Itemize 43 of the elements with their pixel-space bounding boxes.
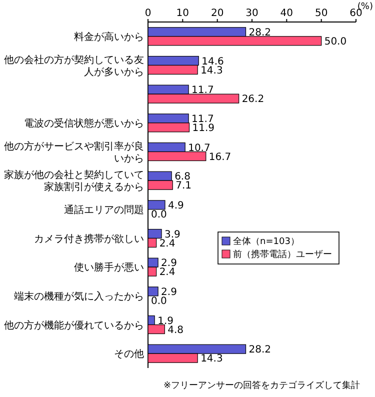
y-tick-label: カメラ付き携帯が欲しい <box>34 232 144 245</box>
data-label: 10.7 <box>188 142 210 154</box>
x-tick-label: 30 <box>246 8 258 19</box>
data-label: 11.9 <box>192 122 215 134</box>
text: ※フリーアンサーの回答をカテゴライズして集計 <box>163 380 360 391</box>
y-tick-label: 電波の受信状態が悪いから <box>24 117 144 130</box>
data-label: 26.2 <box>242 94 264 106</box>
data-label: 50.0 <box>324 36 347 48</box>
y-tick-label: 他の方がサービスや割引率が良いから <box>4 140 144 164</box>
x-tick-label: 10 <box>176 8 190 19</box>
data-label: 14.3 <box>200 354 223 365</box>
legend-label: 前（携帯電話）ユーザー <box>233 249 332 260</box>
y-tick-label: その他 <box>114 348 144 360</box>
data-label: 2.4 <box>159 238 176 250</box>
data-label: 28.2 <box>248 344 272 356</box>
data-label: 14.6 <box>202 56 224 68</box>
y-tick-label: 通話エリアの問題 <box>64 204 144 216</box>
x-tick-label: 40 <box>280 8 294 19</box>
x-tick-label: 60 <box>350 8 362 19</box>
x-tick-label: 20 <box>210 8 224 19</box>
data-label: 2.9 <box>161 286 177 298</box>
data-label: 1.9 <box>158 316 174 327</box>
data-label: 11.7 <box>192 114 214 125</box>
data-label: 4.9 <box>168 200 184 212</box>
data-label: 0.0 <box>151 209 167 220</box>
data-label: 28.2 <box>248 27 272 38</box>
x-tick-label: 50 <box>314 8 328 19</box>
legend-label: 全体（n=103） <box>233 236 300 247</box>
data-label: 2.4 <box>159 267 176 278</box>
x-tick-label: 0 <box>144 8 152 19</box>
data-label: 4.8 <box>168 324 184 336</box>
data-label: 16.7 <box>208 152 232 163</box>
y-tick-label: 使い勝手が悪い <box>74 262 144 274</box>
data-label: 3.9 <box>164 229 180 240</box>
y-tick-label: 他の方が機能が優れているから <box>4 319 144 332</box>
y-tick-label: 他の会社の方が契約している友人が多いから <box>4 54 144 78</box>
y-tick-label: 家族が他の会社と契約していて家族割引が使えるから <box>4 169 144 194</box>
y-tick-label: 端末の機種が気に入ったから <box>14 290 144 302</box>
data-label: 0.0 <box>151 296 167 307</box>
y-tick-label: 料金が高いから <box>74 30 144 43</box>
data-label: 11.7 <box>192 85 214 96</box>
data-label: 14.3 <box>200 65 223 76</box>
data-label: 7.1 <box>176 180 192 192</box>
